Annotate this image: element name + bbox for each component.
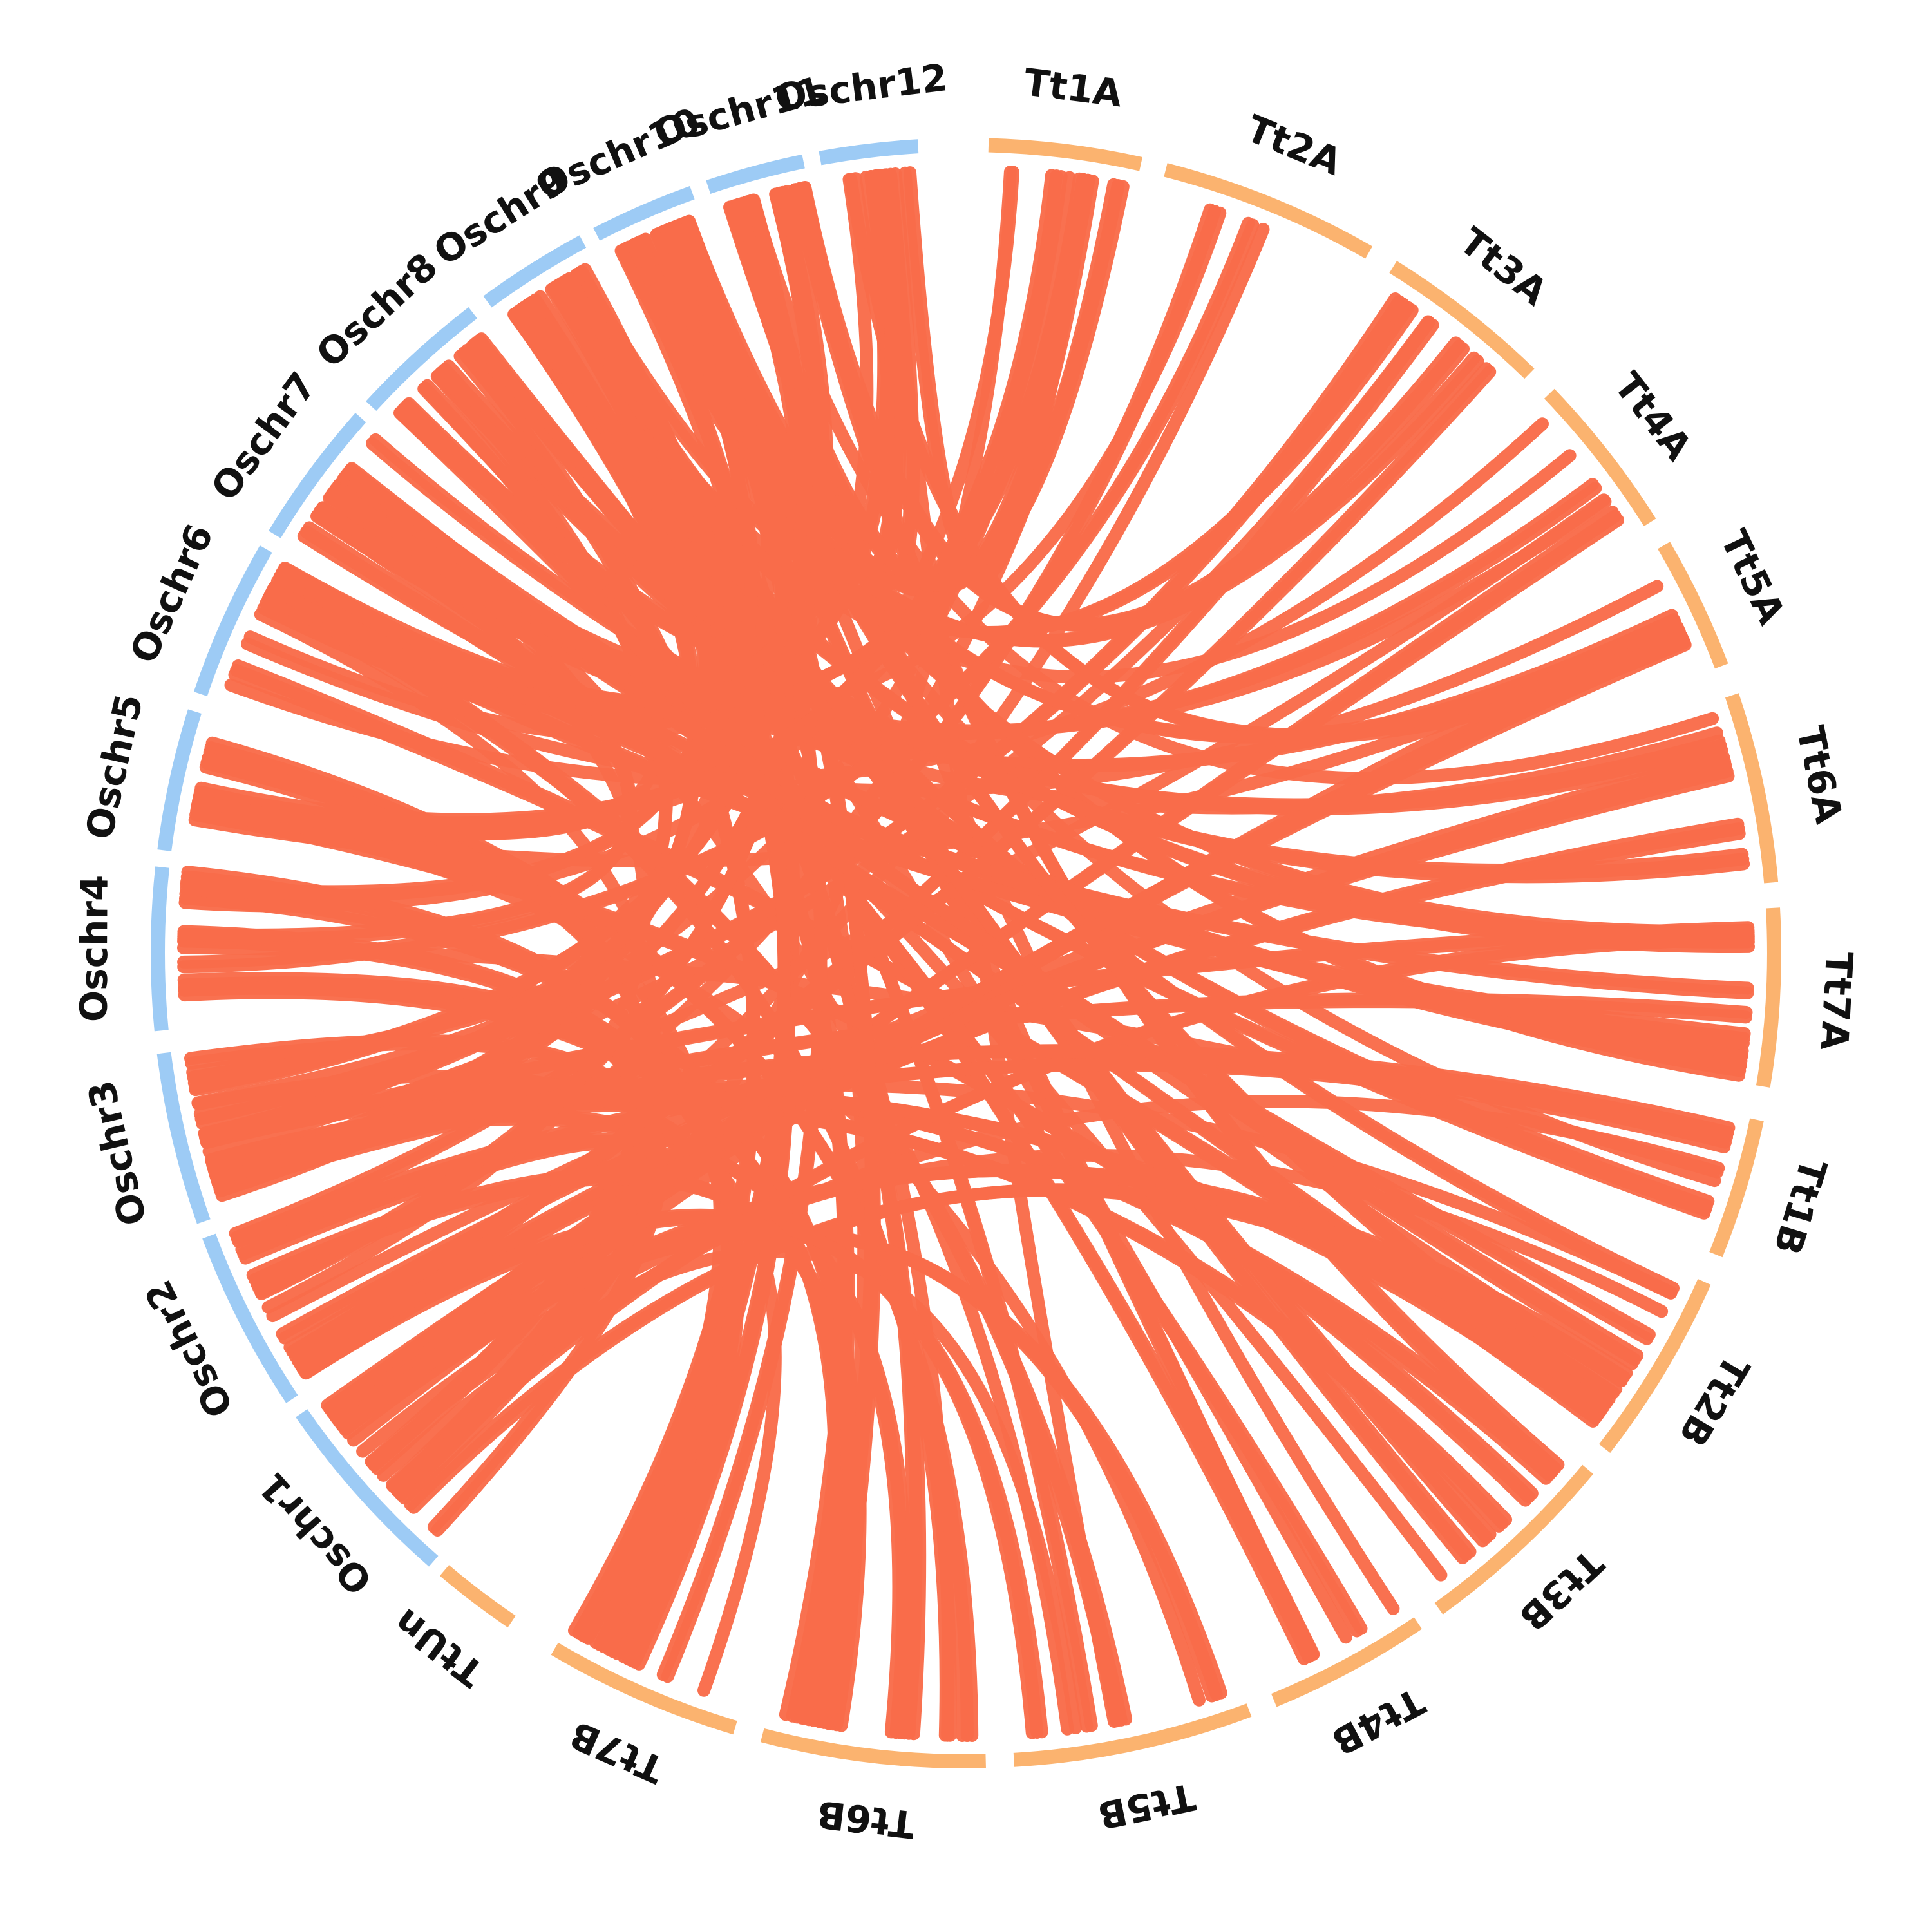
chromosome-label-tt4a: Tt4A — [1605, 364, 1701, 468]
chromosome-arc-oschr12 — [819, 139, 919, 166]
chromosome-label-tt1a: Tt1A — [1021, 60, 1124, 115]
synteny-link — [230, 1058, 1731, 1244]
synteny-link — [746, 193, 1719, 785]
synteny-link — [211, 1045, 1733, 1186]
chromosome-label-tt4b: Tt4B — [1325, 1679, 1432, 1764]
chromosome-arc-oschr5 — [157, 709, 202, 851]
chromosome-label-oschr3: Oschr3 — [79, 1076, 155, 1229]
synteny-link — [578, 263, 791, 1649]
synteny-link — [292, 760, 1732, 1368]
chromosome-label-oschr4: Oschr4 — [72, 875, 117, 1022]
synteny-link — [563, 272, 1490, 1548]
synteny-link — [386, 933, 1755, 1493]
chromosome-arc-ttun — [439, 1565, 516, 1628]
chromosome-arc-tt5b — [1013, 1703, 1252, 1767]
chromosome-label-tt5a: Tt5A — [1712, 524, 1794, 631]
chromosome-label-oschr2: Oschr2 — [136, 1273, 242, 1424]
synteny-link — [303, 521, 1654, 1345]
chromosome-arc-oschr7 — [269, 413, 366, 538]
chromosome-arc-tt4b — [1271, 1617, 1422, 1707]
chromosome-arc-tt5a — [1658, 542, 1728, 669]
chromosome-label-tt3a: Tt3A — [1451, 219, 1555, 314]
synteny-link — [294, 1208, 1039, 1739]
chromosome-arc-oschr4 — [151, 866, 170, 1032]
chromosome-label-tt3b: Tt3B — [1511, 1541, 1612, 1640]
chromosome-arc-tt1a — [988, 138, 1142, 171]
chromosome-label-tt7b: Tt7B — [564, 1712, 670, 1792]
chromosome-arc-oschr2 — [202, 1233, 298, 1403]
chromosome-label-tt2a: Tt2A — [1240, 106, 1348, 184]
synteny-link — [194, 170, 1068, 826]
chromosome-arc-tt1b — [1709, 1118, 1764, 1258]
synteny-link — [400, 399, 1728, 815]
chromosome-arc-oschr3 — [156, 1052, 211, 1224]
chromosome-label-ttun: TtUn — [386, 1600, 492, 1695]
chromosome-arc-tt7a — [1756, 907, 1781, 1088]
chromosome-arc-oschr11 — [706, 154, 805, 194]
chromosome-ideograms — [151, 138, 1781, 1768]
synteny-link — [345, 462, 1639, 1370]
synteny-link — [377, 1095, 1725, 1482]
synteny-link — [178, 981, 841, 1725]
synteny-link — [241, 580, 1664, 797]
chromosome-label-tt1b: Tt1B — [1765, 1153, 1835, 1260]
synteny-link — [177, 218, 1260, 969]
synteny-link — [267, 583, 1750, 1050]
synteny-link — [668, 220, 878, 1728]
chromosome-arc-tt6b — [760, 1728, 986, 1768]
chromosome-arc-oschr10 — [593, 185, 695, 241]
chromosome-label-oschr12: Oschr12 — [773, 55, 950, 120]
chromosome-label-tt6b: Tt6B — [815, 1792, 917, 1846]
chromosome-label-oschr5: Oschr5 — [77, 690, 151, 844]
synteny-link — [321, 634, 1690, 1412]
chromosome-arc-tt3b — [1434, 1464, 1594, 1615]
chromosome-arc-oschr1 — [296, 1409, 439, 1567]
chromosome-label-oschr6: Oschr6 — [121, 518, 222, 670]
chromosome-arc-tt2a — [1164, 163, 1373, 259]
synteny-link — [278, 562, 1754, 999]
chromosome-label-tt6a: Tt6A — [1788, 722, 1851, 827]
synteny-link — [669, 220, 1611, 1414]
chromosome-arc-oschr9 — [483, 235, 587, 308]
chromosome-arc-tt2b — [1598, 1279, 1711, 1453]
synteny-link — [393, 406, 1448, 1582]
synteny-link — [732, 175, 1099, 591]
chromosome-arc-oschr8 — [366, 307, 478, 411]
chromosome-arc-oschr6 — [193, 545, 272, 697]
chromosome-arc-tt7b — [551, 1642, 737, 1735]
chromosome-label-tt7a: Tt7A — [1812, 951, 1861, 1051]
chromosome-arc-tt4a — [1544, 388, 1656, 527]
synteny-links — [177, 166, 1755, 1742]
synteny-link — [202, 315, 1435, 1158]
synteny-link — [224, 417, 1549, 787]
chromosome-arc-tt6a — [1725, 693, 1779, 884]
chromosome-label-tt2b: Tt2B — [1671, 1348, 1758, 1454]
chromosome-arc-tt3a — [1389, 261, 1535, 379]
chromosome-label-tt5b: Tt5B — [1094, 1775, 1199, 1838]
